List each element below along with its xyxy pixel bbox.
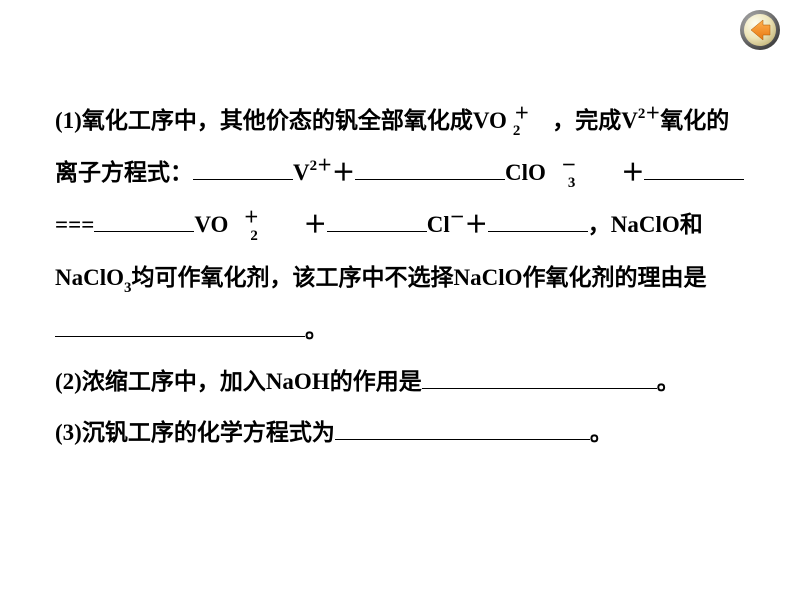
q1-text-h: ===	[55, 212, 94, 237]
back-arrow-icon	[738, 8, 782, 52]
q1-text-e: ＋	[332, 160, 355, 185]
back-button[interactable]	[738, 8, 782, 52]
q1-text-l: ＋	[465, 212, 488, 237]
question-3: (3)沉钒工序的化学方程式为 。	[55, 407, 745, 459]
q1-text-i: VO	[194, 212, 228, 237]
q3-text-b: 。	[590, 420, 613, 445]
blank-6	[488, 209, 588, 232]
q3-text-a: (3)沉钒工序的化学方程式为	[55, 420, 335, 445]
q1-text-k: Cl	[427, 212, 450, 237]
blank-3	[644, 157, 744, 180]
q1-text-a: (1)氧化工序中，其他价态的钒全部氧化成VO	[55, 108, 507, 133]
q1-text-j: ＋	[281, 212, 327, 237]
q1-text-o: 。	[305, 317, 328, 342]
blank-8	[422, 366, 657, 389]
question-content: (1)氧化工序中，其他价态的钒全部氧化成VO2＋ ，完成V2＋氧化的离子方程式：…	[55, 95, 745, 459]
q1-text-g: ＋	[598, 160, 644, 185]
q1-text-d: V	[293, 160, 310, 185]
q1-sup5: ＋	[244, 210, 259, 226]
blank-1	[193, 157, 293, 180]
q1-sup6: －	[450, 210, 465, 226]
question-2: (2)浓缩工序中，加入NaOH的作用是 。	[55, 356, 745, 408]
q1-sub4: 3	[124, 280, 131, 296]
q2-text-a: (2)浓缩工序中，加入NaOH的作用是	[55, 369, 422, 394]
q1-sup1: ＋	[514, 106, 529, 122]
q1-text-b: ，完成V	[529, 108, 638, 133]
q1-sup3: 2＋	[310, 158, 332, 174]
q1-sub3: 2	[250, 228, 257, 244]
blank-4	[94, 209, 194, 232]
q1-sub1: 2	[513, 123, 520, 139]
blank-7	[55, 314, 305, 337]
q1-sup2: 2＋	[638, 106, 660, 122]
blank-2	[355, 157, 505, 180]
q2-text-b: 。	[657, 369, 680, 394]
q1-sup4: －	[561, 158, 576, 174]
blank-9	[335, 417, 590, 440]
question-1: (1)氧化工序中，其他价态的钒全部氧化成VO2＋ ，完成V2＋氧化的离子方程式：…	[55, 95, 745, 356]
q1-text-f: ClO	[505, 160, 546, 185]
blank-5	[327, 209, 427, 232]
q1-text-n: 均可作氧化剂，该工序中不选择NaClO作氧化剂的理由是	[131, 265, 706, 290]
q1-sub2: 3	[568, 175, 575, 191]
